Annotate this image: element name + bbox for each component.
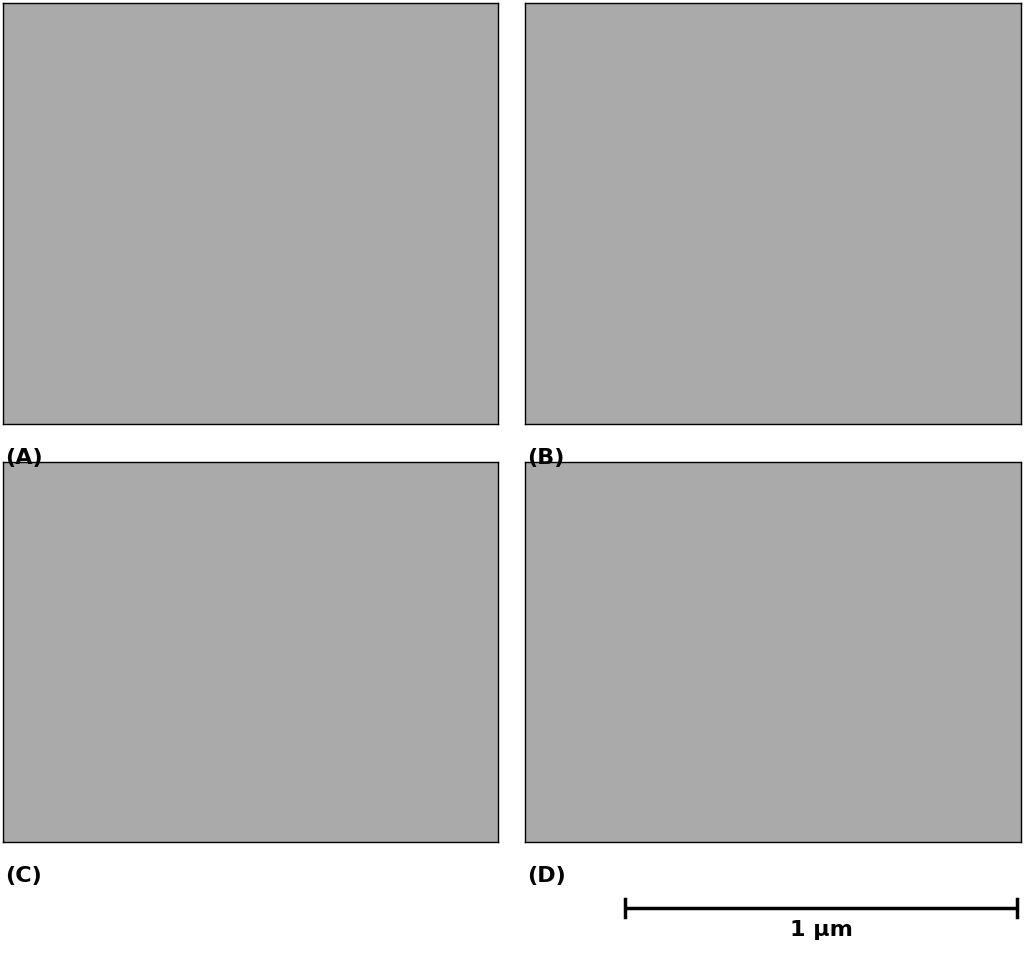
Text: (A): (A) (5, 448, 43, 468)
Text: (C): (C) (5, 866, 42, 886)
Text: (D): (D) (527, 866, 565, 886)
Text: 1 μm: 1 μm (790, 920, 852, 940)
Text: (B): (B) (527, 448, 564, 468)
